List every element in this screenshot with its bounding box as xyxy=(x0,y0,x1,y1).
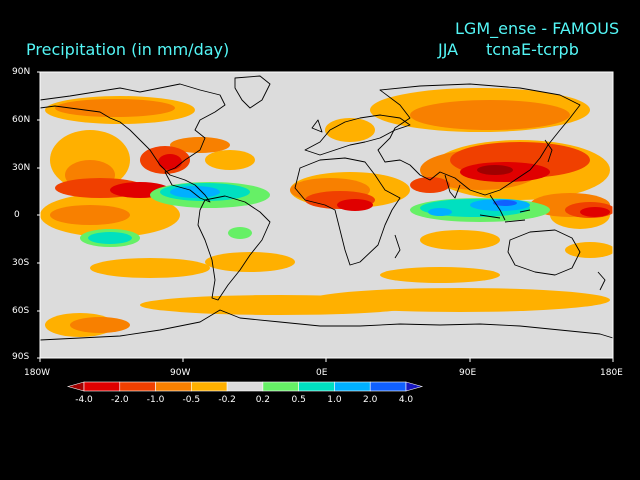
colorbar-label: -1.0 xyxy=(146,395,165,405)
colorbar-swatch-3 xyxy=(155,381,192,392)
colorbar-swatch-8 xyxy=(334,381,371,392)
colorbar-swatch-10 xyxy=(405,381,424,392)
lon-label-180w: 180W xyxy=(24,368,51,378)
lon-ticks xyxy=(39,358,614,362)
lat-label-90s: 90S xyxy=(12,352,30,362)
lat-label-eq: 0 xyxy=(14,210,20,220)
lat-label-60s: 60S xyxy=(12,306,30,316)
title-right: LGM_ense - FAMOUS xyxy=(455,19,620,38)
anomaly-fields xyxy=(40,88,613,337)
colorbar-swatch-6 xyxy=(262,381,299,392)
lat-label-60n: 60N xyxy=(12,115,31,125)
colorbar-label: -4.0 xyxy=(75,395,93,405)
lat-label-30n: 30N xyxy=(12,163,31,173)
lat-label-90n: 90N xyxy=(12,67,31,77)
lat-label-30s: 30S xyxy=(12,258,30,268)
lon-label-90e: 90E xyxy=(459,368,477,378)
lat-ticks xyxy=(37,71,40,359)
colorbar-label: 2.0 xyxy=(363,395,378,405)
colorbar-swatch-7 xyxy=(298,381,335,392)
colorbar-label: 0.2 xyxy=(255,395,271,405)
colorbar-swatch-2 xyxy=(119,381,156,392)
colorbar-swatch-4 xyxy=(191,381,228,392)
experiment-label: tcnaE-tcrpb xyxy=(486,40,579,59)
coastlines xyxy=(39,75,614,341)
colorbar-label: 0.5 xyxy=(291,395,306,405)
colorbar-swatch-5 xyxy=(226,381,264,392)
lon-label-180e: 180E xyxy=(600,368,623,378)
colorbar-swatch-9 xyxy=(369,381,407,392)
colorbar-label: 1.0 xyxy=(327,395,342,405)
season-label: JJA xyxy=(438,40,459,59)
colorbar-label: -0.5 xyxy=(182,395,201,405)
lon-label-0e: 0E xyxy=(316,368,328,378)
plot-title: Precipitation (in mm/day) xyxy=(26,40,230,59)
colorbar-label: -2.0 xyxy=(110,395,129,405)
colorbar-swatch-0 xyxy=(66,381,85,392)
lon-label-90w: 90W xyxy=(170,368,191,378)
colorbar-swatch-1 xyxy=(83,381,121,392)
colorbar-label: -0.2 xyxy=(218,395,236,405)
colorbar-label: 4.0 xyxy=(398,395,414,405)
